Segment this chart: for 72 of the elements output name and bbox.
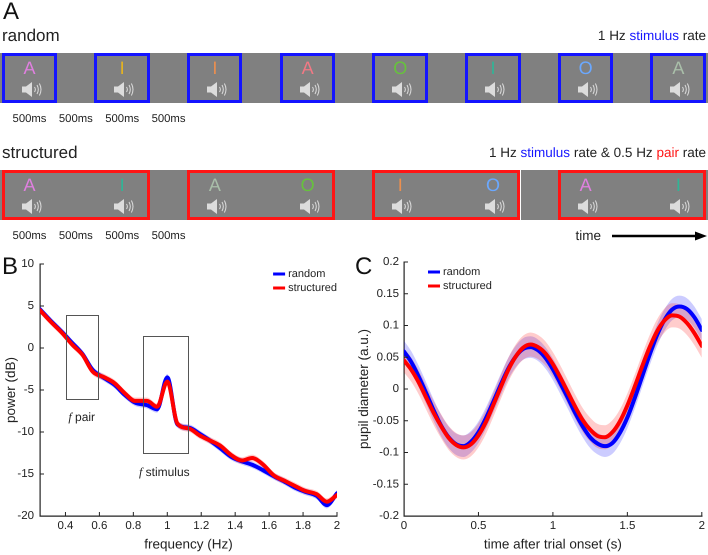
category-label: I bbox=[676, 174, 681, 194]
y-tick-label: -10 bbox=[17, 426, 34, 438]
y-tick-label: 0.1 bbox=[383, 320, 399, 332]
text: time bbox=[575, 228, 601, 243]
category-label: O bbox=[300, 174, 315, 194]
category-label: I bbox=[398, 174, 403, 194]
text: structured bbox=[2, 143, 78, 162]
y-tick-label: 5 bbox=[28, 300, 34, 312]
annotation: f stimulus bbox=[138, 465, 190, 480]
text: 500ms bbox=[12, 230, 46, 242]
chart-title: C bbox=[355, 253, 372, 280]
text: random bbox=[2, 26, 60, 45]
category-label: A bbox=[23, 58, 36, 78]
legend-label: structured bbox=[443, 280, 492, 292]
text: 500ms bbox=[152, 112, 186, 124]
x-tick-label: 1.4 bbox=[227, 520, 244, 532]
legend-label: random bbox=[288, 268, 326, 280]
x-tick-label: 1.6 bbox=[261, 520, 278, 532]
text: 1 Hz stimulus rate bbox=[598, 28, 706, 43]
y-tick-label: -0.05 bbox=[372, 414, 399, 427]
x-axis-title: frequency (Hz) bbox=[144, 536, 233, 552]
x-tick-label: 1.2 bbox=[193, 520, 210, 532]
y-tick-label: -5 bbox=[24, 384, 34, 396]
category-label: I bbox=[120, 58, 125, 78]
text: 500ms bbox=[152, 230, 186, 242]
category-label: A bbox=[580, 174, 592, 194]
text: 500ms bbox=[105, 230, 140, 242]
y-axis-title: power (dB) bbox=[2, 356, 18, 424]
text: 500ms bbox=[58, 230, 93, 242]
y-tick-label: -0.15 bbox=[372, 478, 399, 490]
x-tick-label: 0.8 bbox=[125, 520, 142, 532]
x-axis-title: time after trial onset (s) bbox=[484, 536, 622, 552]
x-tick-label: 1.5 bbox=[619, 520, 636, 532]
y-tick-label: 0.15 bbox=[376, 288, 399, 300]
category-label: A bbox=[302, 58, 314, 78]
text: A bbox=[3, 0, 20, 25]
y-axis-title: pupil diameter (a.u.) bbox=[356, 328, 371, 450]
x-tick-label: 0 bbox=[400, 520, 408, 532]
y-tick-label: -20 bbox=[17, 510, 34, 522]
text: 500ms bbox=[105, 112, 140, 124]
x-tick-label: 0.5 bbox=[470, 520, 486, 532]
category-label: O bbox=[393, 58, 408, 78]
text: 500ms bbox=[12, 112, 46, 124]
category-label: I bbox=[212, 58, 218, 78]
x-tick-label: 1 bbox=[550, 520, 556, 532]
category-label: I bbox=[120, 174, 125, 194]
y-tick-label: 10 bbox=[21, 258, 34, 270]
text: 500ms bbox=[58, 112, 93, 124]
y-tick-label: -0.2 bbox=[379, 510, 399, 522]
y-tick-label: 0.05 bbox=[376, 351, 399, 364]
category-label: I bbox=[490, 58, 496, 78]
x-tick-label: 0.4 bbox=[57, 520, 74, 532]
y-tick-label: -0.1 bbox=[379, 446, 399, 459]
x-tick-label: 2 bbox=[334, 520, 340, 532]
y-tick-label: -15 bbox=[17, 468, 34, 480]
x-tick-label: 1 bbox=[164, 520, 170, 532]
legend-label: structured bbox=[288, 282, 338, 294]
x-tick-label: 0.6 bbox=[91, 520, 108, 532]
chart-title: B bbox=[2, 253, 18, 280]
category-label: A bbox=[672, 58, 684, 78]
category-label: A bbox=[208, 174, 221, 194]
text: 1 Hz stimulus rate & 0.5 Hz pair rate bbox=[489, 145, 706, 160]
y-tick-label: 0 bbox=[392, 383, 399, 396]
annotation: f pair bbox=[68, 410, 96, 424]
y-tick-label: 0 bbox=[28, 342, 34, 354]
legend-label: random bbox=[443, 266, 480, 278]
category-label: A bbox=[23, 174, 36, 194]
x-tick-label: 1.8 bbox=[295, 520, 312, 532]
y-tick-label: 0.2 bbox=[383, 256, 399, 268]
x-tick-label: 2 bbox=[698, 520, 706, 532]
category-label: O bbox=[578, 58, 593, 78]
category-label: O bbox=[486, 174, 500, 194]
